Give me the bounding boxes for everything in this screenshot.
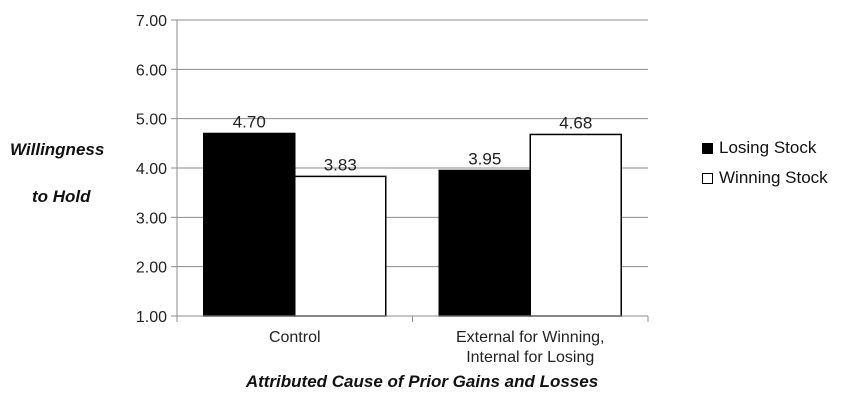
legend-swatch-winning [702, 172, 713, 184]
y-tick-label: 7.00 [136, 13, 167, 30]
bar-losing-stock [438, 169, 531, 317]
bars [203, 132, 622, 317]
legend-item-winning: Winning Stock [702, 163, 828, 193]
data-label: 4.68 [559, 113, 592, 132]
axes [171, 19, 649, 322]
y-tick-label: 6.00 [136, 62, 167, 79]
category-label: External for Winning, [456, 329, 605, 346]
category-label: Control [269, 329, 321, 346]
y-tick-label: 4.00 [136, 161, 167, 178]
legend-swatch-losing [702, 142, 713, 154]
legend-item-losing: Losing Stock [702, 133, 828, 163]
x-axis-label: Attributed Cause of Prior Gains and Loss… [245, 372, 599, 391]
y-axis-label-line-2: to Hold [32, 187, 91, 206]
y-axis-label-line-1: Willingness [10, 140, 105, 159]
y-tick-label: 1.00 [136, 309, 167, 326]
bar-winning-stock [529, 133, 622, 317]
bar-losing-stock [203, 132, 296, 317]
category-label: Internal for Losing [466, 349, 594, 366]
data-label: 3.83 [324, 155, 357, 174]
legend: Losing Stock Winning Stock [702, 133, 828, 193]
labels: 1.00 2.00 3.00 4.00 5.00 6.00 7.00 4.70 3.83 Cont… [136, 13, 605, 366]
y-tick-label: 3.00 [136, 210, 167, 227]
data-label: 4.70 [233, 112, 266, 131]
y-tick-label: 5.00 [136, 112, 167, 129]
y-tick-label: 2.00 [136, 260, 167, 277]
data-label: 3.95 [468, 149, 501, 168]
bar-winning-stock [294, 175, 387, 317]
legend-label-losing: Losing Stock [719, 138, 817, 157]
legend-label-winning: Winning Stock [719, 168, 828, 187]
